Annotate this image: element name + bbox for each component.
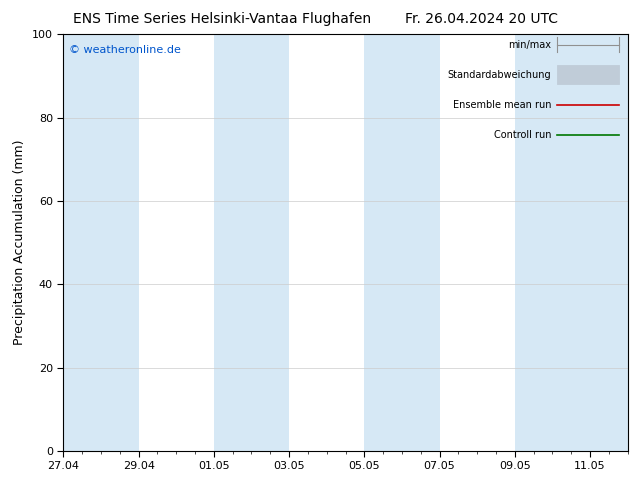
Y-axis label: Precipitation Accumulation (mm): Precipitation Accumulation (mm) [13, 140, 27, 345]
Bar [515, 34, 628, 451]
Bar [557, 65, 619, 84]
Bar [365, 34, 439, 451]
Bar [63, 34, 139, 451]
Text: Standardabweichung: Standardabweichung [448, 70, 552, 80]
Bar [214, 34, 289, 451]
Text: Ensemble mean run: Ensemble mean run [453, 99, 552, 110]
Text: Controll run: Controll run [494, 130, 552, 140]
Text: min/max: min/max [508, 40, 552, 49]
Text: Fr. 26.04.2024 20 UTC: Fr. 26.04.2024 20 UTC [405, 12, 559, 26]
Text: ENS Time Series Helsinki-Vantaa Flughafen: ENS Time Series Helsinki-Vantaa Flughafe… [73, 12, 371, 26]
Text: © weatheronline.de: © weatheronline.de [69, 45, 181, 55]
